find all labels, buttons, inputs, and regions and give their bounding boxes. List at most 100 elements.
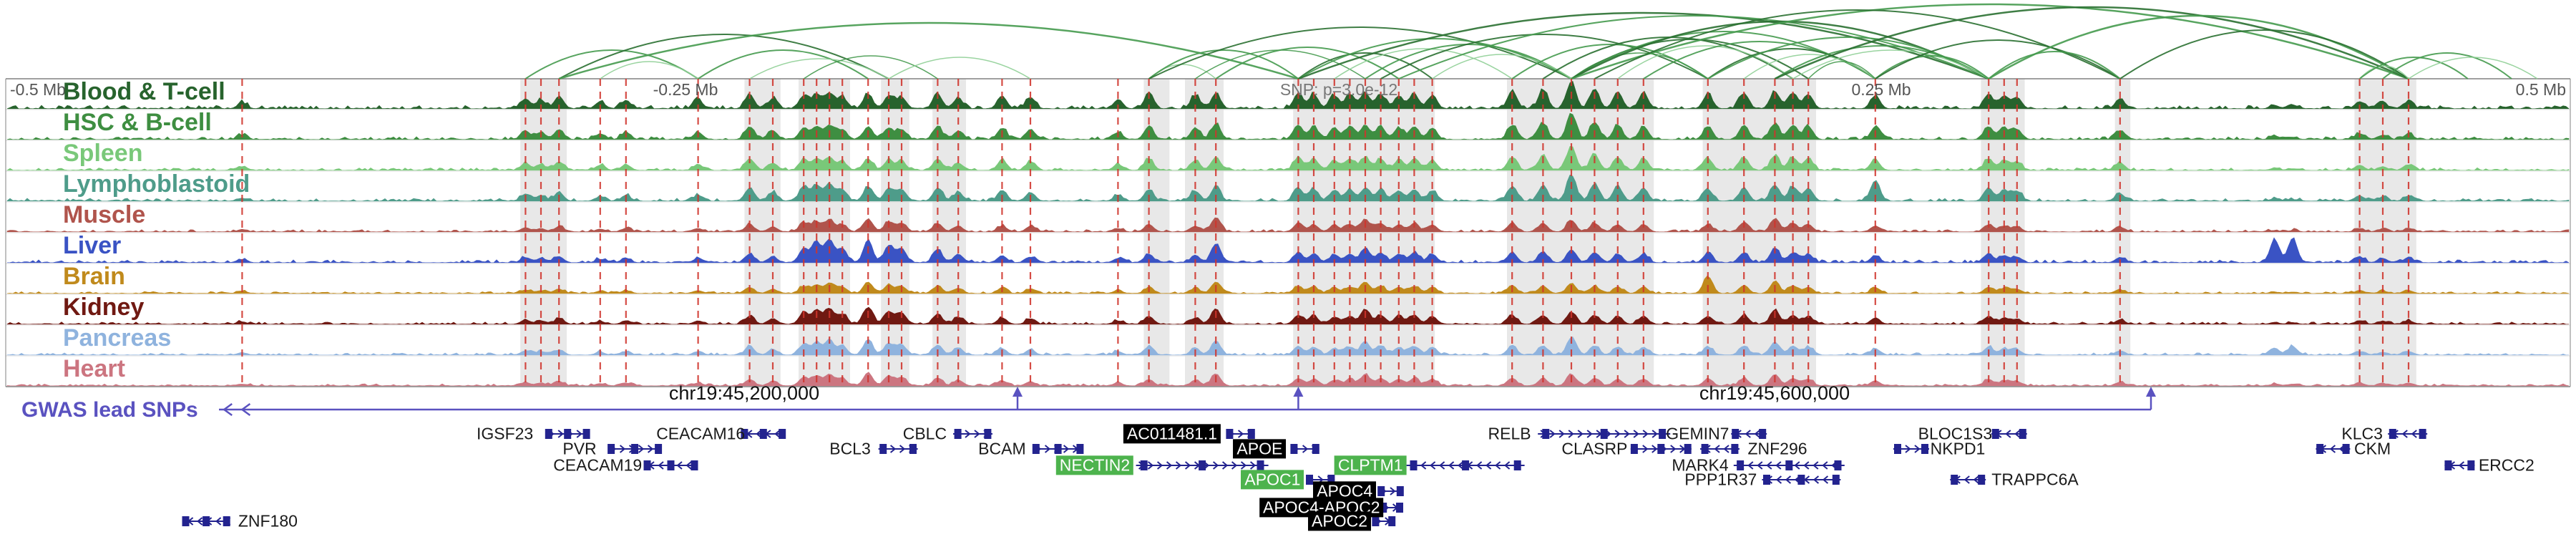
gene-exon bbox=[1247, 429, 1255, 439]
gene-strand-chevron bbox=[1044, 445, 1051, 453]
gene-exon bbox=[1396, 503, 1403, 513]
gene-strand-chevron bbox=[1586, 430, 1593, 438]
gene-strand-chevron bbox=[2005, 430, 2011, 438]
gene-strand-chevron bbox=[638, 445, 645, 453]
gene-label-PPP1R37: PPP1R37 bbox=[1684, 470, 1757, 489]
gene-strand-chevron bbox=[1714, 445, 1720, 453]
gene-exon bbox=[1410, 460, 1418, 470]
gene-exon bbox=[954, 429, 962, 439]
interaction-arc bbox=[2359, 65, 2409, 79]
gene-exon bbox=[2019, 429, 2026, 439]
gene-exon bbox=[203, 516, 210, 526]
gene-label-NECTIN2: NECTIN2 bbox=[1055, 455, 1134, 475]
gene-exon bbox=[2444, 460, 2452, 470]
gene-exon bbox=[1372, 516, 1380, 526]
gene-exon bbox=[1054, 444, 1062, 454]
gene-label-APOC2: APOC2 bbox=[1308, 511, 1371, 531]
gene-strand-chevron bbox=[1822, 475, 1829, 484]
interaction-arc bbox=[1334, 48, 1513, 79]
gene-label-BLOC1S3: BLOC1S3 bbox=[1918, 424, 1993, 443]
gene-exon bbox=[1978, 475, 1986, 485]
gene-strand-chevron bbox=[1485, 461, 1492, 470]
scale-label-plus-quarter-mb: 0.25 Mb bbox=[1851, 80, 1911, 99]
interaction-arc bbox=[525, 49, 699, 79]
gwas-arrow-left bbox=[223, 402, 233, 417]
interaction-arc bbox=[2408, 57, 2538, 79]
gene-exon bbox=[1312, 444, 1319, 454]
signal-track-heart bbox=[6, 372, 2570, 387]
coordinate-label-left: chr19:45,200,000 bbox=[668, 382, 820, 404]
track-label-heart: Heart bbox=[63, 355, 125, 382]
gene-strand-chevron bbox=[1439, 461, 1445, 470]
gene-label-ZNF180: ZNF180 bbox=[238, 511, 298, 531]
gene-exon bbox=[1684, 444, 1692, 454]
gwas-riser-arrowhead bbox=[2146, 387, 2156, 397]
gene-strand-chevron bbox=[1785, 475, 1792, 484]
gene-label-BCL3: BCL3 bbox=[829, 439, 871, 458]
gene-exon bbox=[1542, 429, 1550, 439]
gene-strand-chevron bbox=[1448, 461, 1455, 470]
interaction-arc bbox=[749, 58, 889, 79]
gene-strand-chevron bbox=[1670, 445, 1677, 453]
gene-label-AC011481.1: AC011481.1 bbox=[1123, 424, 1221, 444]
gene-strand-chevron bbox=[1914, 445, 1921, 453]
gene-strand-chevron bbox=[1558, 430, 1565, 438]
gene-exon bbox=[1659, 429, 1667, 439]
track-label-blood-t-cell: Blood & T-cell bbox=[63, 78, 225, 105]
interaction-arc bbox=[698, 49, 869, 79]
snp-pvalue-label: SNP: p=3.0e-12 bbox=[1279, 80, 1398, 99]
gene-exon bbox=[1630, 444, 1638, 454]
interaction-arc bbox=[1792, 49, 1989, 79]
gene-exon bbox=[564, 429, 572, 439]
interaction-arc bbox=[1774, 45, 1989, 79]
signal-track-hsc-b-cell bbox=[6, 112, 2570, 140]
gene-exon bbox=[1140, 460, 1148, 470]
gene-label-BCAM: BCAM bbox=[978, 439, 1026, 458]
gene-label-CBLC: CBLC bbox=[902, 424, 947, 443]
gene-exon bbox=[1377, 486, 1385, 496]
track-label-hsc-b-cell: HSC & B-cell bbox=[63, 109, 212, 136]
gene-label-NKPD1: NKPD1 bbox=[1930, 439, 1986, 458]
gene-strand-chevron bbox=[1302, 445, 1309, 453]
gene-exon bbox=[545, 429, 552, 439]
gene-exon bbox=[1396, 486, 1404, 496]
gene-exon bbox=[2342, 444, 2350, 454]
gene-label-CKM: CKM bbox=[2354, 439, 2391, 458]
gene-strand-chevron bbox=[658, 461, 664, 470]
interaction-arc bbox=[1432, 54, 1572, 79]
interaction-arc bbox=[1215, 47, 1400, 79]
gene-exon bbox=[1076, 444, 1084, 454]
gene-exon bbox=[1199, 460, 1206, 470]
gene-strand-chevron bbox=[2411, 430, 2417, 438]
gene-strand-chevron bbox=[1723, 445, 1729, 453]
gene-exon bbox=[1306, 475, 1313, 485]
gene-strand-chevron bbox=[1577, 430, 1584, 438]
gene-strand-chevron bbox=[899, 445, 906, 453]
gene-strand-chevron bbox=[1633, 430, 1639, 438]
interaction-arc bbox=[1743, 54, 1876, 79]
gene-exon bbox=[879, 444, 887, 454]
gene-exon bbox=[1737, 460, 1745, 470]
gene-strand-chevron bbox=[1757, 461, 1763, 470]
gene-exon bbox=[1032, 444, 1040, 454]
gene-exon bbox=[608, 444, 615, 454]
gene-exon bbox=[759, 429, 767, 439]
gene-strand-chevron bbox=[1624, 430, 1630, 438]
gene-strand-chevron bbox=[215, 517, 222, 526]
gene-strand-chevron bbox=[1156, 461, 1163, 470]
gene-strand-chevron bbox=[1652, 430, 1658, 438]
gene-strand-chevron bbox=[1754, 430, 1760, 438]
gene-label-KLC3: KLC3 bbox=[2341, 424, 2383, 443]
interaction-arc bbox=[1594, 9, 2121, 79]
gene-exon bbox=[1832, 475, 1840, 485]
interaction-arc bbox=[1380, 34, 1709, 79]
gene-exon bbox=[1327, 475, 1335, 485]
gene-exon bbox=[655, 444, 663, 454]
gene-strand-chevron bbox=[1973, 475, 1979, 484]
gene-exon bbox=[909, 444, 917, 454]
gene-exon bbox=[582, 429, 590, 439]
gene-exon bbox=[1785, 460, 1793, 470]
interaction-arc bbox=[1988, 14, 2409, 80]
gene-exon bbox=[1290, 444, 1298, 454]
